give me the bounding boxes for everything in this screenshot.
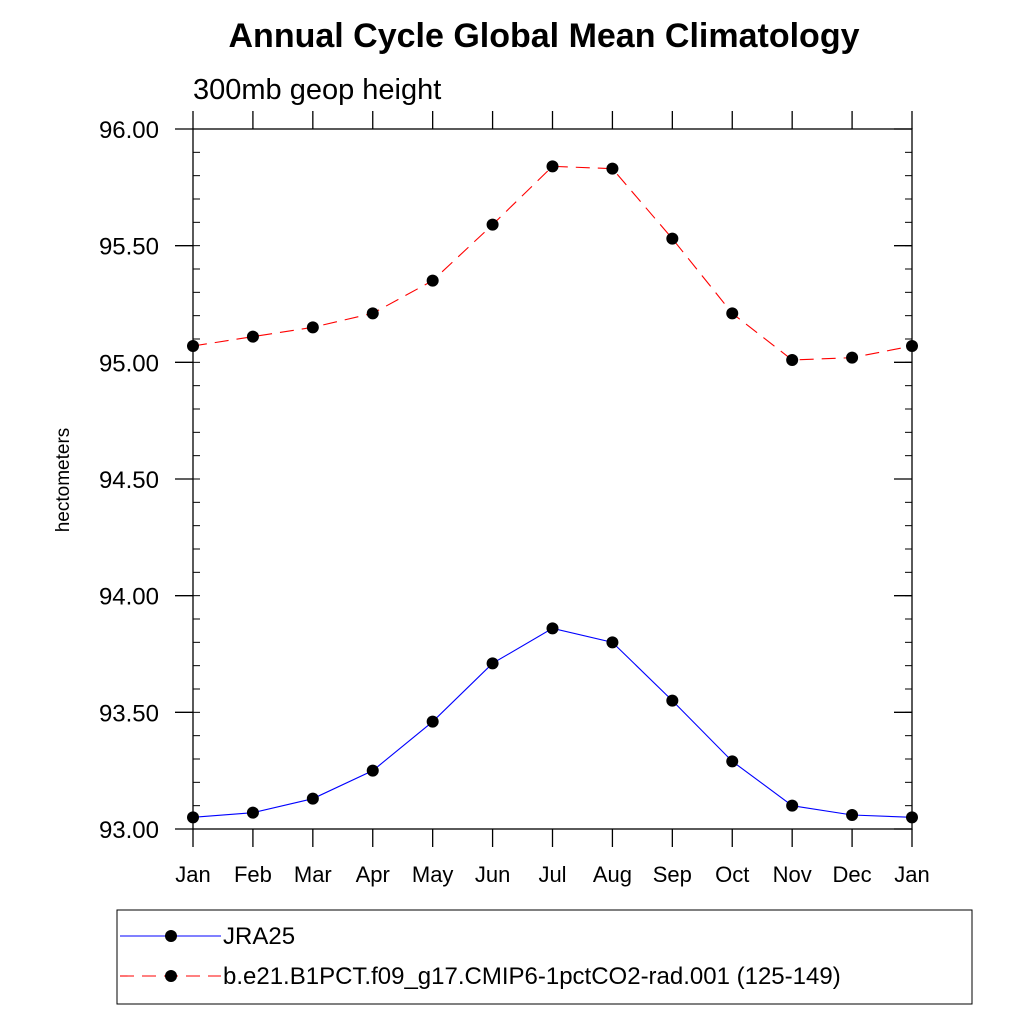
series-0-point: [906, 811, 918, 824]
x-tick-label: Nov: [773, 862, 812, 887]
y-tick-label: 95.00: [99, 350, 159, 377]
legend-swatch-marker-cmip6: [165, 970, 177, 982]
series-0-point: [246, 806, 259, 819]
series-0-point: [546, 622, 559, 635]
legend-box: [116, 909, 973, 1005]
x-tick-label: Apr: [356, 862, 390, 887]
y-tick-label: 93.00: [99, 817, 159, 844]
x-tick-label: Aug: [593, 862, 632, 887]
x-tick-label: Jul: [538, 862, 566, 887]
x-tick-label: May: [412, 862, 454, 887]
legend-swatch-marker-jra25: [165, 930, 177, 942]
x-tick-label: Feb: [234, 862, 272, 887]
series-0-point: [846, 809, 859, 821]
y-tick-label: 94.50: [99, 467, 159, 494]
series-0-point: [187, 811, 199, 824]
series-0-point: [366, 764, 379, 777]
series-1-point: [666, 232, 679, 245]
series-1-point: [187, 340, 199, 352]
series-1-point: [306, 321, 319, 334]
y-tick-label: 93.50: [99, 700, 159, 727]
series-line-0: [192, 627, 913, 818]
legend-label-cmip6: b.e21.B1PCT.f09_g17.CMIP6-1pctCO2-rad.00…: [223, 963, 841, 990]
series-0-point: [786, 799, 799, 812]
y-tick-label: 94.00: [99, 584, 159, 611]
x-tick-label: Jan: [894, 862, 929, 887]
y-axis: 93.00 93.50 94.00 94.50 95.00 95.50 96.00: [99, 117, 912, 844]
chart-subtitle: 300mb geop height: [193, 74, 441, 106]
series-0-point: [306, 792, 319, 805]
series-1-point: [606, 162, 619, 175]
series-1-point: [846, 351, 859, 364]
x-tick-label: Sep: [653, 862, 692, 887]
series-1-point: [726, 307, 739, 320]
series-0-point: [426, 715, 439, 728]
legend: JRA25 b.e21.B1PCT.f09_g17.CMIP6-1pctCO2-…: [116, 909, 973, 1005]
series-1-point: [246, 330, 259, 343]
series-layer: [187, 160, 918, 824]
series-0-point: [726, 755, 739, 768]
series-1-point: [486, 218, 499, 231]
series-1-point: [546, 160, 559, 173]
y-tick-label: 95.50: [99, 234, 159, 261]
series-1-point: [906, 340, 918, 352]
y-tick-label: 96.00: [99, 117, 159, 144]
series-1-point: [366, 307, 379, 320]
series-1-point: [786, 354, 799, 366]
plot-frame: [192, 128, 913, 830]
series-0-point: [486, 657, 499, 670]
legend-label-jra25: JRA25: [223, 923, 295, 950]
x-tick-label: Jun: [475, 862, 510, 887]
series-0-point: [606, 636, 619, 649]
x-tick-label: Jan: [175, 862, 210, 887]
x-axis: Jan Feb Mar Apr May Jun Jul Aug Sep Oct Nov Dec Jan: [175, 111, 930, 887]
series-1-point: [426, 274, 439, 287]
series-line-1: [192, 165, 913, 361]
x-tick-label: Oct: [715, 862, 749, 887]
chart-title: Annual Cycle Global Mean Climatology: [229, 17, 860, 55]
x-tick-label: Dec: [833, 862, 872, 887]
series-0-point: [666, 694, 679, 707]
y-axis-label: hectometers: [53, 428, 74, 533]
x-tick-label: Mar: [294, 862, 332, 887]
